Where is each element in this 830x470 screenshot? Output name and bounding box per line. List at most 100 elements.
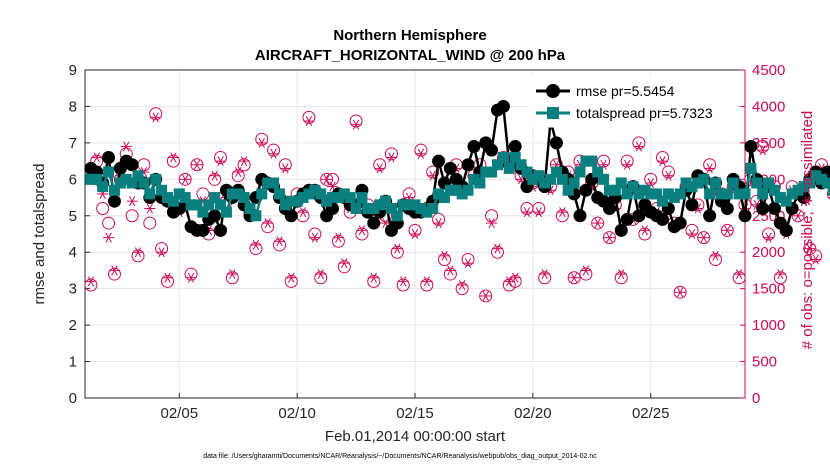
rmse-point bbox=[744, 140, 758, 154]
rmse-point bbox=[125, 158, 139, 172]
assimilated-obs-point bbox=[698, 232, 710, 243]
totalspread-point bbox=[179, 192, 191, 204]
totalspread-point bbox=[810, 170, 822, 182]
rmse-point bbox=[102, 150, 116, 164]
totalspread-point bbox=[792, 184, 804, 196]
possible-obs-point bbox=[267, 143, 281, 157]
assimilated-obs-point bbox=[433, 218, 445, 229]
y-right-tick-label: 1000 bbox=[752, 317, 785, 334]
assimilated-obs-point bbox=[315, 269, 327, 280]
y-right-tick-label: 4500 bbox=[752, 62, 785, 79]
assimilated-obs-point bbox=[185, 272, 197, 283]
rmse-point bbox=[685, 198, 699, 212]
totalspread-point bbox=[303, 188, 315, 200]
totalspread-point bbox=[704, 188, 716, 200]
totalspread-point bbox=[433, 188, 445, 200]
rmse-point bbox=[467, 140, 481, 154]
totalspread-point bbox=[757, 188, 769, 200]
assimilated-obs-point bbox=[103, 232, 115, 243]
possible-obs-point bbox=[302, 110, 316, 124]
assimilated-obs-point bbox=[273, 236, 285, 247]
possible-obs-point bbox=[102, 216, 116, 230]
totalspread-point bbox=[197, 206, 209, 218]
assimilated-obs-point bbox=[215, 156, 227, 167]
totalspread-point bbox=[356, 192, 368, 204]
possible-obs-point bbox=[567, 271, 581, 285]
possible-obs-point bbox=[249, 242, 263, 256]
totalspread-point bbox=[262, 177, 274, 189]
assimilated-obs-point bbox=[409, 228, 421, 240]
assimilated-obs-point bbox=[132, 247, 144, 258]
rmse-point bbox=[214, 223, 228, 237]
possible-obs-point bbox=[208, 172, 222, 186]
possible-obs-point bbox=[184, 267, 198, 281]
totalspread-point bbox=[415, 202, 427, 214]
rmse-point bbox=[620, 212, 634, 226]
totalspread-point bbox=[468, 173, 480, 185]
totalspread-point bbox=[710, 177, 722, 189]
totalspread-point bbox=[580, 155, 592, 167]
totalspread-point bbox=[380, 195, 392, 207]
possible-obs-point bbox=[591, 216, 605, 230]
assimilated-obs-point bbox=[639, 225, 651, 236]
assimilated-obs-point bbox=[686, 228, 698, 240]
possible-obs-point bbox=[455, 282, 469, 296]
possible-obs-point bbox=[84, 278, 98, 292]
possible-obs-point bbox=[314, 271, 328, 285]
assimilated-obs-point bbox=[615, 269, 627, 280]
totalspread-point bbox=[804, 177, 816, 189]
assimilated-obs-point bbox=[309, 232, 321, 243]
chart-title: Northern Hemisphere bbox=[333, 27, 486, 44]
rmse-point bbox=[767, 201, 781, 215]
x-tick-label: 02/25 bbox=[632, 405, 670, 422]
totalspread-point bbox=[539, 177, 551, 189]
rmse-point bbox=[367, 216, 381, 230]
assimilated-obs-point bbox=[421, 276, 433, 287]
assimilated-obs-point bbox=[162, 272, 173, 283]
assimilated-obs-point bbox=[710, 250, 722, 261]
assimilated-obs-point bbox=[456, 280, 468, 291]
totalspread-point bbox=[745, 162, 757, 174]
y-right-tick-label: 2000 bbox=[752, 244, 785, 261]
assimilated-obs-point bbox=[120, 141, 132, 152]
possible-obs-point bbox=[278, 158, 292, 172]
rmse-point bbox=[656, 212, 669, 226]
totalspread-point bbox=[574, 166, 586, 178]
assimilated-obs-point bbox=[592, 218, 604, 229]
totalspread-point bbox=[444, 184, 456, 196]
y-left-tick-label: 3 bbox=[69, 281, 77, 298]
totalspread-point bbox=[391, 210, 403, 222]
assimilated-obs-point bbox=[774, 269, 786, 280]
assimilated-obs-point bbox=[733, 269, 745, 280]
possible-obs-point bbox=[237, 158, 251, 172]
assimilated-obs-point bbox=[509, 272, 521, 283]
possible-obs-point bbox=[196, 187, 210, 201]
totalspread-point bbox=[497, 151, 509, 163]
rmse-point bbox=[756, 201, 770, 215]
possible-obs-point bbox=[149, 107, 163, 121]
possible-obs-point bbox=[337, 260, 351, 274]
totalspread-point bbox=[226, 188, 238, 200]
assimilated-obs-point bbox=[356, 225, 368, 236]
x-tick-label: 02/05 bbox=[161, 405, 199, 422]
totalspread-point bbox=[427, 202, 439, 214]
assimilated-obs-point bbox=[126, 196, 138, 207]
rmse-point bbox=[461, 158, 475, 172]
possible-obs-point bbox=[231, 169, 245, 183]
totalspread-point bbox=[350, 202, 362, 214]
x-tick-label: 02/10 bbox=[278, 405, 316, 422]
assimilated-obs-point bbox=[156, 247, 168, 258]
totalspread-point bbox=[503, 162, 515, 174]
totalspread-point bbox=[609, 184, 621, 196]
totalspread-point bbox=[550, 166, 562, 178]
legend: rmse pr=5.5454 totalspread pr=5.7323 bbox=[527, 74, 737, 128]
line-series-layer bbox=[84, 99, 830, 237]
assimilated-obs-point bbox=[633, 141, 645, 152]
totalspread-point bbox=[368, 202, 380, 214]
rmse-point bbox=[573, 209, 587, 223]
totalspread-point bbox=[327, 192, 338, 204]
possible-obs-point bbox=[826, 188, 830, 200]
assimilated-obs-point bbox=[144, 203, 156, 214]
totalspread-point bbox=[114, 177, 126, 189]
totalspread-point bbox=[220, 206, 232, 218]
